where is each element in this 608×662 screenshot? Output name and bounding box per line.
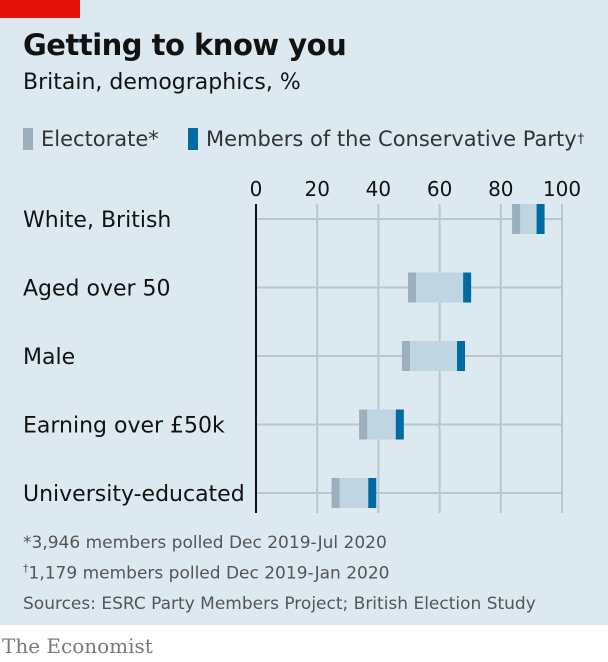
range-bar-0 [516,204,541,234]
chart-title: Getting to know you [23,28,347,62]
footnote-2-text: 1,179 members polled Dec 2019-Jan 2020 [28,563,390,584]
chart-plot: 0 20 40 60 80 100 White, British Aged over 50 Ma… [23,177,581,513]
legend-members-label: Members of the Conservative Party [206,127,577,151]
electorate-marker-0 [512,204,521,234]
footnote-members-polled-2: †1,179 members polled Dec 2019-Jan 2020 [23,556,536,587]
members-marker-0 [536,204,545,234]
range-bar-3 [363,409,400,440]
members-marker-3 [395,409,404,440]
source-note: Sources: ESRC Party Members Project; Bri… [23,593,536,614]
electorate-marker-3 [359,409,368,440]
members-marker-1 [463,272,472,303]
legend-electorate: Electorate* [23,127,159,151]
x-tick-label-4: 80 [488,177,513,201]
electorate-marker-2 [401,341,410,371]
members-marker-4 [368,478,377,508]
category-label-2: Male [23,345,75,370]
legend-electorate-swatch [23,128,33,150]
legend-members-mark: † [577,131,585,147]
range-bar-1 [412,272,468,303]
chart-subtitle: Britain, demographics, % [23,70,301,95]
brand-red-tag [0,0,80,18]
members-marker-2 [457,341,466,371]
x-tick-label-0: 0 [250,177,263,201]
x-tick-label-2: 40 [366,177,391,201]
footnote-members-polled: *3,946 members polled Dec 2019-Jul 2020 [23,533,387,553]
footnote-dagger: † [23,562,29,575]
range-bar-4 [335,478,373,508]
electorate-marker-4 [331,478,340,508]
legend-members-swatch [188,128,198,150]
x-tick-label-5: 100 [543,177,581,201]
electorate-marker-1 [408,272,417,303]
range-bar-2 [405,341,462,371]
category-label-1: Aged over 50 [23,277,171,302]
legend-members: Members of the Conservative Party † [188,127,584,151]
category-label-0: White, British [23,208,171,233]
x-tick-label-3: 60 [427,177,452,201]
footnotes: *3,946 members polled Dec 2019-Jul 2020 … [23,530,536,617]
category-label-4: University-educated [23,482,245,507]
legend-electorate-label: Electorate* [41,127,159,151]
chart-card: Getting to know you Britain, demographic… [0,0,608,625]
category-label-3: Earning over £50k [23,414,225,439]
x-tick-label-1: 20 [304,177,329,201]
brand-wordmark: The Economist [2,634,153,658]
